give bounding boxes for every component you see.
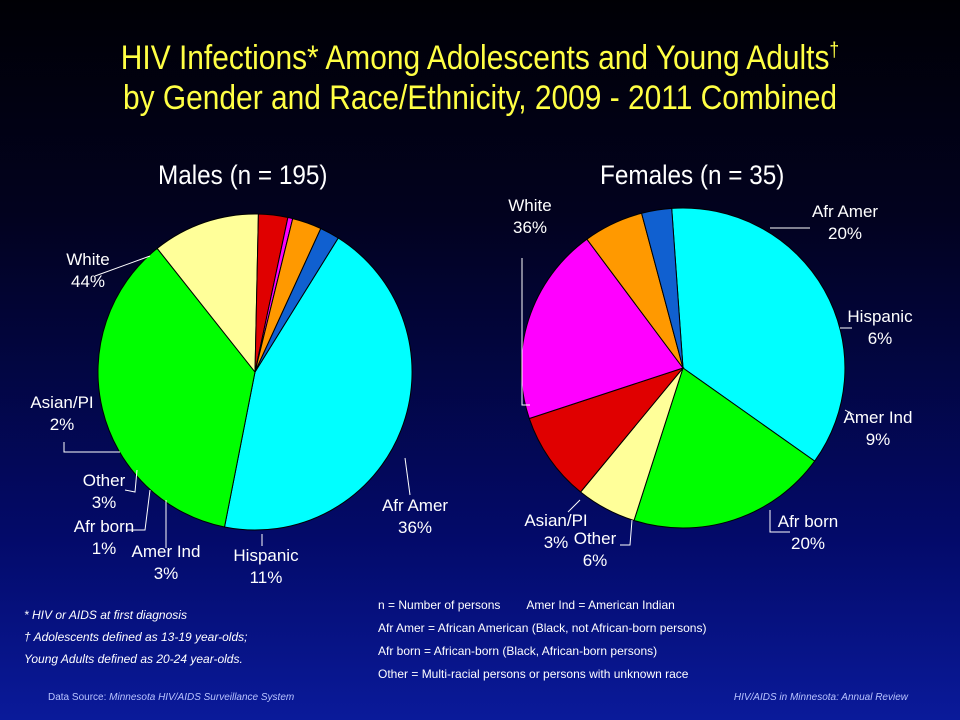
footnote-3: Young Adults defined as 20-24 year-olds.	[24, 652, 243, 666]
females-slice-white	[671, 207, 846, 462]
definition-3: Afr born = African-born (Black, African-…	[378, 644, 658, 658]
males-leader-afr-born	[126, 489, 151, 531]
males-leader-other	[124, 469, 138, 493]
females-leader-amer-ind	[844, 409, 855, 416]
males-percent-amer-ind: 3%	[154, 564, 179, 583]
females-leader-afr-born	[769, 510, 790, 533]
males-leader-white	[94, 255, 151, 277]
publication-name: HIV/AIDS in Minnesota: Annual Review	[733, 692, 908, 703]
males-slice-afr-amer	[97, 247, 256, 528]
females-slice-afr-amer	[633, 367, 816, 529]
title-dagger: †	[829, 39, 840, 62]
males-slice-asian-pi	[254, 227, 339, 373]
males-label-other: Other	[83, 471, 126, 490]
females-label-asian-pi: Asian/PI	[524, 511, 587, 530]
footnotes: * HIV or AIDS at first diagnosis † Adole…	[24, 604, 247, 670]
males-percent-white: 44%	[71, 272, 105, 291]
females-label-afr-amer: Afr Amer	[812, 202, 878, 221]
females-label-other: Other	[574, 529, 617, 548]
males-slice-white	[223, 237, 413, 531]
females-label-hispanic: Hispanic	[847, 307, 913, 326]
males-leader-afr-amer	[404, 457, 411, 496]
title-line-1: HIV Infections* Among Adolescents and Yo…	[120, 39, 830, 77]
males-label-amer-ind: Amer Ind	[132, 542, 201, 561]
females-percent-afr-born: 20%	[791, 534, 825, 553]
definition-1: n = Number of persons Amer Ind = America…	[378, 598, 675, 612]
females-pie-title: Females (n = 35)	[600, 160, 785, 190]
definition-2: Afr Amer = African American (Black, not …	[378, 621, 707, 635]
females-slice-amer-ind	[528, 366, 685, 493]
data-source-prefix: Data Source:	[48, 692, 110, 703]
females-slice-asian-pi	[640, 207, 684, 369]
males-percent-other: 3%	[92, 493, 117, 512]
males-percent-afr-amer: 36%	[398, 518, 432, 537]
males-slice-hispanic	[156, 213, 259, 374]
females-leader-asian-pi	[567, 499, 581, 513]
males-percent-afr-born: 1%	[92, 539, 117, 558]
males-percent-hispanic: 11%	[250, 568, 283, 587]
males-leader-asian-pi	[63, 442, 120, 453]
females-label-white: White	[508, 196, 551, 215]
females-percent-afr-amer: 20%	[828, 224, 862, 243]
females-label-afr-born: Afr born	[778, 512, 838, 531]
females-percent-white: 36%	[513, 218, 547, 237]
footnote-2: † Adolescents defined as 13-19 year-olds…	[24, 630, 248, 644]
females-leader-other	[620, 519, 633, 546]
females-percent-hispanic: 6%	[868, 329, 893, 348]
females-percent-asian-pi: 3%	[544, 533, 569, 552]
chart-title: HIV Infections* Among Adolescents and Yo…	[58, 38, 903, 118]
definition-4: Other = Multi-racial persons or persons …	[378, 667, 689, 681]
males-pie-title: Males (n = 195)	[158, 160, 328, 190]
males-label-afr-amer: Afr Amer	[382, 496, 448, 515]
males-label-white: White	[66, 250, 109, 269]
males-label-asian-pi: Asian/PI	[30, 393, 93, 412]
title-line-2: by Gender and Race/Ethnicity, 2009 - 201…	[122, 79, 838, 117]
females-percent-amer-ind: 9%	[866, 430, 891, 449]
females-percent-other: 6%	[583, 551, 608, 570]
footnote-1: * HIV or AIDS at first diagnosis	[24, 608, 187, 622]
females-label-amer-ind: Amer Ind	[844, 408, 913, 427]
males-percent-asian-pi: 2%	[50, 415, 75, 434]
males-label-hispanic: Hispanic	[233, 546, 299, 565]
data-source: Data Source: Minnesota HIV/AIDS Surveill…	[48, 692, 294, 703]
data-source-name: Minnesota HIV/AIDS Surveillance System	[109, 692, 295, 703]
females-slice-afr-born	[520, 238, 684, 420]
males-label-afr-born: Afr born	[74, 517, 134, 536]
definitions: n = Number of persons Amer Ind = America…	[378, 594, 706, 686]
females-leader-white	[521, 258, 530, 406]
